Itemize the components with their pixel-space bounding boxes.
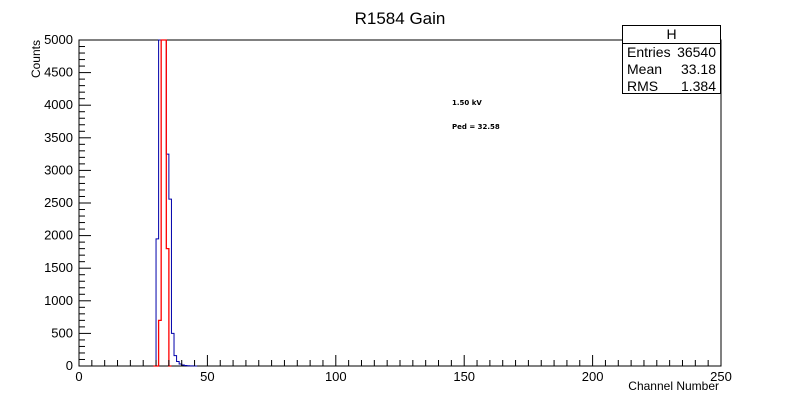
stats-value: 1.384 bbox=[680, 78, 716, 94]
series-layer bbox=[153, 39, 198, 367]
stats-label: RMS bbox=[627, 78, 659, 94]
stats-label: Mean bbox=[627, 61, 663, 77]
chart-title: R1584 Gain bbox=[355, 9, 446, 28]
voltage-annotation: 1.50 kV bbox=[452, 99, 482, 107]
stats-row-mean: Mean 33.18 bbox=[623, 61, 720, 78]
x-axis: 0 50 100 150 200 250 bbox=[75, 355, 732, 384]
stats-title: H bbox=[623, 26, 720, 44]
pedestal-annotation: Ped = 32.58 bbox=[452, 123, 500, 131]
x-tick-label: 100 bbox=[325, 369, 347, 384]
y-tick-label: 500 bbox=[51, 325, 73, 340]
y-tick-label: 4500 bbox=[44, 65, 73, 80]
x-tick-label: 200 bbox=[582, 369, 604, 384]
y-tick-label: 1000 bbox=[44, 293, 73, 308]
y-tick-label: 3000 bbox=[44, 162, 73, 177]
stats-value: 36540 bbox=[677, 44, 716, 60]
statistics-box: H Entries 36540 Mean 33.18 RMS 1.384 bbox=[622, 25, 721, 94]
y-tick-label: 4000 bbox=[44, 97, 73, 112]
y-tick-label: 0 bbox=[66, 358, 73, 373]
y-tick-label: 2000 bbox=[44, 228, 73, 243]
x-tick-label: 50 bbox=[200, 369, 214, 384]
x-tick-label: 150 bbox=[453, 369, 475, 384]
x-tick-label: 250 bbox=[710, 369, 732, 384]
stats-row-rms: RMS 1.384 bbox=[623, 78, 720, 95]
y-axis: 0 500 1000 1500 2000 2500 3000 3500 4000 4500 5000 bbox=[44, 32, 91, 373]
histogram-series-0 bbox=[153, 39, 198, 367]
stats-row-entries: Entries 36540 bbox=[623, 44, 720, 61]
y-tick-label: 3500 bbox=[44, 130, 73, 145]
x-axis-label: Channel Number bbox=[628, 379, 719, 393]
x-tick-label: 0 bbox=[75, 369, 82, 384]
y-tick-label: 1500 bbox=[44, 260, 73, 275]
stats-label: Entries bbox=[627, 44, 671, 60]
y-tick-label: 5000 bbox=[44, 32, 73, 47]
y-axis-label: Counts bbox=[29, 40, 43, 78]
stats-value: 33.18 bbox=[680, 61, 716, 77]
y-tick-label: 2500 bbox=[44, 195, 73, 210]
histogram-series-1 bbox=[153, 39, 172, 367]
